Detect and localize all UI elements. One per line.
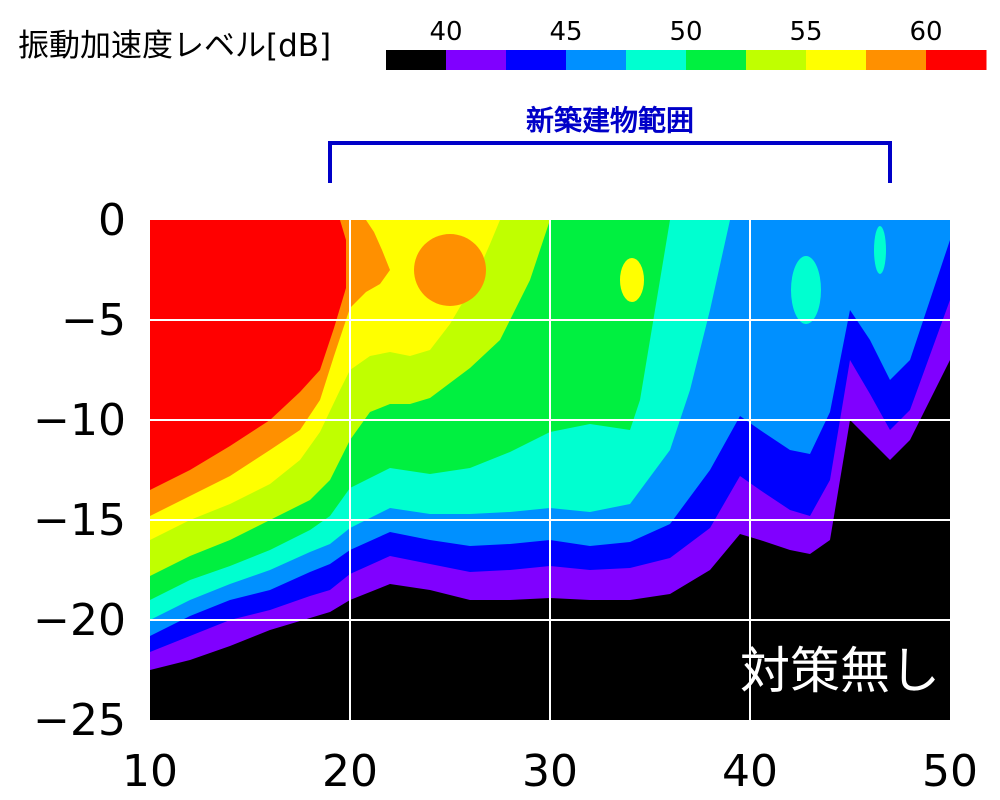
y-tick-label: −5 <box>61 295 126 346</box>
contour-islands <box>414 222 892 324</box>
y-tick-label: −20 <box>33 595 126 646</box>
legend-swatch <box>566 50 627 70</box>
x-tick-label: 10 <box>122 746 178 797</box>
x-tick-label: 50 <box>922 746 978 797</box>
legend-swatch <box>506 50 567 70</box>
legend-tick-label: 60 <box>909 17 942 47</box>
legend-swatch <box>746 50 807 70</box>
legend-tick-label: 55 <box>789 17 822 47</box>
y-tick-label: −25 <box>33 695 126 746</box>
legend-swatch <box>446 50 507 70</box>
contour-island-57.5 <box>414 234 486 306</box>
legend-tick-label: 45 <box>549 17 582 47</box>
legend-swatch <box>806 50 867 70</box>
x-tick-label: 30 <box>522 746 578 797</box>
color-legend: 振動加速度レベル[dB] 40 45 50 55 60 <box>18 17 987 70</box>
y-axis-ticks: 0 −5 −10 −15 −20 −25 <box>33 195 126 746</box>
x-axis-ticks: 10 20 30 40 50 <box>122 746 978 797</box>
legend-swatch <box>866 50 927 70</box>
x-tick-label: 40 <box>722 746 778 797</box>
contour-island-47.5 <box>874 226 886 274</box>
legend-ticks: 40 45 50 55 60 <box>429 17 942 47</box>
legend-swatch <box>626 50 687 70</box>
new-building-range: 新築建物範囲 <box>328 104 892 183</box>
contour-island-47.5 <box>791 256 821 324</box>
legend-tick-label: 40 <box>429 17 462 47</box>
legend-title: 振動加速度レベル[dB] <box>18 28 331 64</box>
contour-island-55 <box>620 258 644 302</box>
legend-swatches <box>386 50 987 70</box>
condition-annotation: 対策無し <box>740 642 940 700</box>
grid-lines <box>150 220 950 720</box>
plot-area: 対策無し <box>150 220 950 720</box>
new-building-range-label: 新築建物範囲 <box>526 104 694 137</box>
legend-swatch <box>926 50 987 70</box>
y-tick-label: 0 <box>98 195 126 246</box>
contour-band-60 <box>150 220 346 490</box>
y-tick-label: −15 <box>33 495 126 546</box>
legend-tick-label: 50 <box>669 17 702 47</box>
legend-swatch <box>686 50 747 70</box>
y-tick-label: −10 <box>33 395 126 446</box>
x-tick-label: 20 <box>322 746 378 797</box>
legend-swatch <box>386 50 447 70</box>
new-building-range-bracket <box>328 141 892 183</box>
